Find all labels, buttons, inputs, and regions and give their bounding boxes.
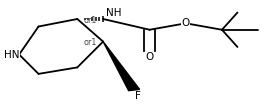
Text: NH: NH <box>106 8 121 18</box>
Text: O: O <box>145 52 154 62</box>
Text: or1: or1 <box>83 16 97 25</box>
Text: or1: or1 <box>83 38 97 47</box>
Text: O: O <box>182 18 190 28</box>
Text: HN: HN <box>4 49 19 60</box>
Text: F: F <box>135 91 141 101</box>
Polygon shape <box>103 42 140 91</box>
